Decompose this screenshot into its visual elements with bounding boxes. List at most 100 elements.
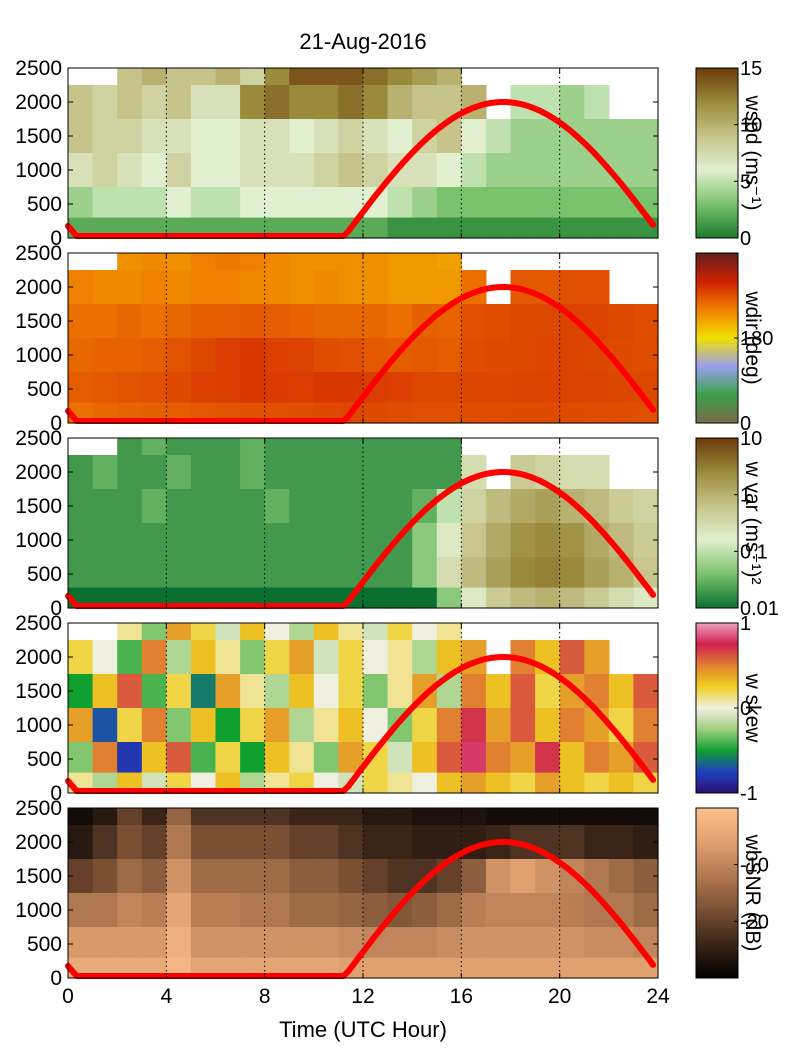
overlay-curve [65, 839, 657, 979]
heatmap-cell [584, 372, 610, 404]
heatmap-cell [289, 640, 315, 675]
heatmap-cell [92, 859, 118, 894]
heatmap-cell [215, 270, 241, 305]
heatmap-cell [313, 304, 339, 339]
heatmap-cell [535, 957, 561, 979]
heatmap-cell [461, 859, 487, 894]
heatmap-cell [559, 825, 585, 860]
heatmap-cell [436, 153, 462, 188]
heatmap-cell [387, 859, 413, 894]
heatmap-cell [535, 557, 561, 589]
heatmap-cell [559, 957, 585, 979]
heatmap-cell [240, 119, 266, 154]
heatmap-cell [190, 808, 217, 826]
heatmap-cell [313, 808, 339, 826]
heatmap-cell [117, 927, 143, 959]
heatmap-cell [535, 859, 561, 894]
heatmap-cell [485, 708, 512, 743]
heatmap-cell [313, 825, 339, 860]
heatmap-cell [240, 859, 266, 894]
heatmap-cell [387, 808, 413, 826]
heatmap-cell [215, 859, 241, 894]
colorbar-tick-label: 1 [740, 485, 751, 507]
heatmap-cell [436, 523, 462, 558]
heatmap-cell [240, 640, 266, 675]
heatmap-cell [535, 402, 561, 424]
heatmap-cell [215, 674, 241, 709]
heatmap-cell [535, 587, 561, 609]
panel-1: 0 500 1000 1500 2000 2500 15 10 5 0 wspd (ms⁻¹) [15, 57, 764, 250]
heatmap-cell [313, 338, 339, 373]
y-tick-label: 1000 [15, 529, 62, 552]
heatmap-cell [559, 557, 585, 589]
heatmap-cell [117, 270, 143, 305]
heatmap-cell [461, 523, 487, 558]
heatmap-cell [387, 119, 413, 154]
heatmap-cell [68, 557, 94, 589]
heatmap-cell [584, 217, 610, 239]
heatmap-cell [166, 623, 192, 641]
heatmap-cell [461, 808, 487, 826]
y-tick-label: 1000 [15, 714, 62, 737]
heatmap-cell [436, 708, 462, 743]
heatmap-cell [117, 153, 143, 188]
heatmap-cell [264, 623, 290, 641]
heatmap-cell [240, 927, 266, 959]
heatmap-cell [363, 587, 389, 609]
heatmap-cell [313, 489, 339, 524]
heatmap-cell [535, 489, 561, 524]
heatmap-cell [117, 825, 143, 860]
heatmap-cell [338, 808, 364, 826]
heatmap-cell [141, 825, 167, 860]
heatmap-cell [338, 640, 364, 675]
heatmap-cell [510, 957, 536, 979]
heatmap-cell [510, 372, 536, 404]
colorbar-tick-label: 10 [740, 428, 762, 450]
heatmap-cell [240, 438, 266, 456]
heatmap-cell [92, 674, 118, 709]
heatmap-cell [461, 153, 487, 188]
heatmap-cell [264, 825, 290, 860]
colorbar-label: w skew [741, 673, 764, 744]
heatmap-cell [190, 338, 217, 373]
y-tick-label: 0 [50, 412, 62, 435]
heatmap-cell [461, 674, 487, 709]
heatmap-cell [485, 119, 512, 154]
y-tick-label: 2000 [15, 91, 62, 114]
heatmap-cell [387, 402, 413, 424]
heatmap-cell [338, 85, 364, 120]
colorbar-tick-label: -20 [740, 911, 769, 933]
heatmap-cell [510, 674, 536, 709]
heatmap-cell [387, 742, 413, 774]
heatmap-cell [510, 557, 536, 589]
heatmap-cell [584, 742, 610, 774]
heatmap-cell [141, 489, 167, 524]
heatmap-cell [608, 402, 634, 424]
heatmap-cell [559, 85, 585, 120]
heatmap-cell [313, 557, 339, 589]
heatmap-cell [313, 270, 339, 305]
y-tick-label: 500 [27, 933, 62, 956]
y-tick-label: 2000 [15, 461, 62, 484]
heatmap-cell [190, 85, 217, 120]
colorbar-tick-label: -10 [740, 855, 769, 877]
heatmap-cell [289, 825, 315, 860]
heatmap-cell [436, 557, 462, 589]
heatmap-cell [117, 623, 143, 641]
heatmap-cell [68, 927, 94, 959]
heatmap-cell [117, 187, 143, 219]
heatmap-cell [289, 253, 315, 271]
heatmap-cell [313, 927, 339, 959]
heatmap-cell [559, 742, 585, 774]
heatmap-cell [166, 304, 192, 339]
heatmap-cell [559, 338, 585, 373]
heatmap-cell [313, 623, 339, 641]
heatmap-cell [412, 455, 438, 490]
heatmap-cell [461, 119, 487, 154]
heatmap-cell [387, 304, 413, 339]
overlay-curve [65, 654, 657, 794]
heatmap-cell [166, 438, 192, 456]
